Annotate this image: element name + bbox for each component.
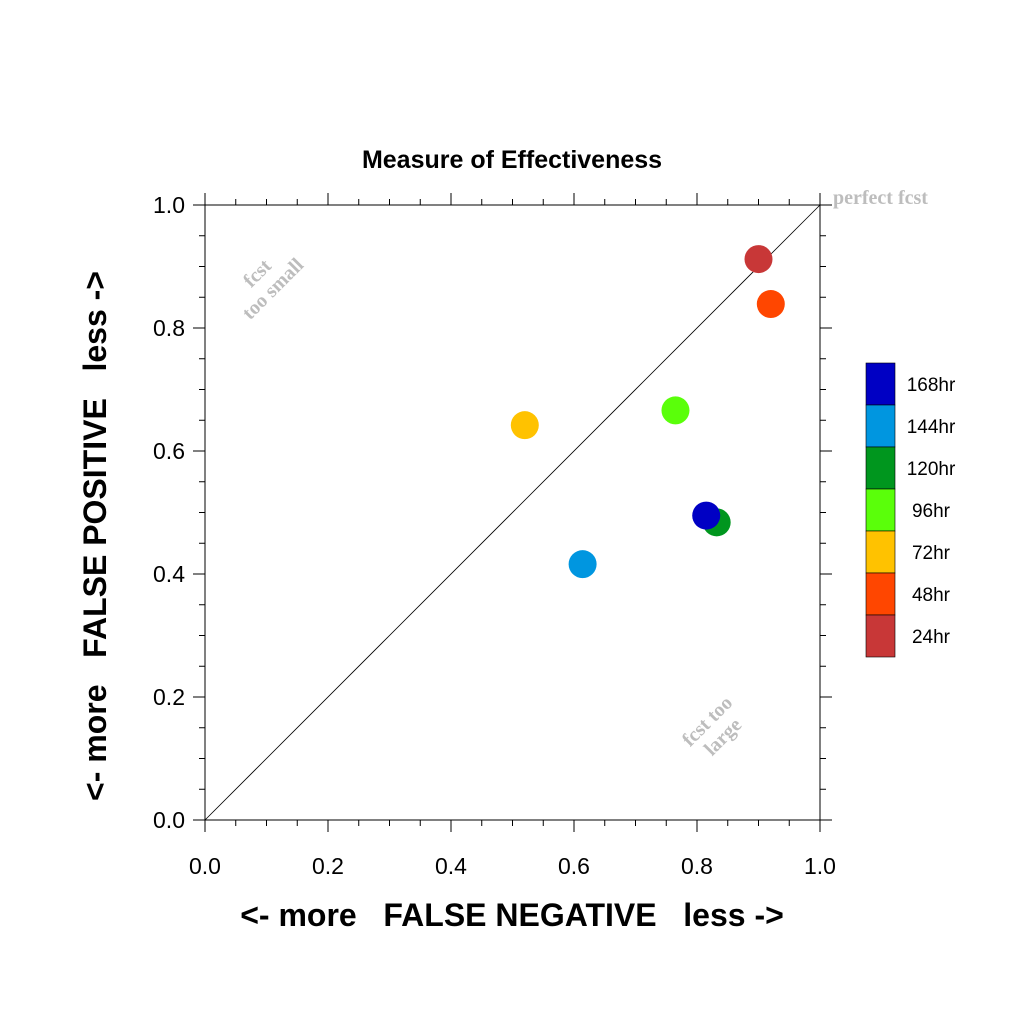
legend-label-48hr: 48hr (912, 585, 951, 606)
y-tick-label: 1.0 (153, 192, 185, 218)
axis-ticks (193, 193, 832, 832)
y-tick-label: 0.2 (153, 684, 185, 710)
x-axis-label: <- more FALSE NEGATIVE less -> (240, 897, 784, 933)
annotation-too-small: fcst too small (238, 254, 308, 324)
legend-swatch-96hr (865, 488, 896, 532)
legend-swatch-48hr (865, 572, 896, 616)
legend-label-24hr: 24hr (912, 627, 951, 648)
point-24hr (744, 245, 773, 274)
x-tick-label: 0.0 (189, 853, 221, 879)
annotation-perfect-fcst: perfect fcst (833, 187, 928, 209)
legend-label-144hr: 144hr (907, 417, 956, 438)
point-48hr (756, 290, 785, 319)
legend-label-96hr: 96hr (912, 501, 951, 522)
point-168hr (692, 501, 721, 530)
legend-label-72hr: 72hr (912, 543, 951, 564)
x-tick-label: 0.4 (435, 853, 467, 879)
legend-swatch-120hr (865, 446, 896, 490)
x-tick-label: 0.6 (558, 853, 590, 879)
legend: 168hr 144hr 120hr 96hr 72hr 48hr 24hr (865, 362, 956, 658)
data-points (510, 245, 785, 579)
x-tick-label: 0.2 (312, 853, 344, 879)
y-tick-label: 0.6 (153, 438, 185, 464)
axis-tick-labels: 0.0 0.2 0.4 0.6 0.8 1.0 0.0 0.2 0.4 0.6 0.8 1.0 (153, 192, 836, 879)
point-144hr (568, 550, 597, 579)
y-axis-label: <- more FALSE POSITIVE less -> (77, 271, 113, 801)
y-tick-label: 0.0 (153, 807, 185, 833)
chart-title: Measure of Effectiveness (362, 146, 662, 174)
legend-swatch-24hr (865, 614, 896, 658)
annotation-too-small-line2: too small (238, 254, 308, 324)
y-tick-label: 0.4 (153, 561, 185, 587)
annotation-too-large: fcst too large (678, 692, 746, 760)
legend-swatch-144hr (865, 404, 896, 448)
x-tick-label: 1.0 (804, 853, 836, 879)
x-tick-label: 0.8 (681, 853, 713, 879)
legend-label-120hr: 120hr (907, 459, 956, 480)
legend-swatch-72hr (865, 530, 896, 574)
point-96hr (661, 396, 690, 425)
point-72hr (510, 411, 539, 440)
legend-label-168hr: 168hr (907, 375, 956, 396)
perfect-forecast-line (204, 204, 821, 821)
legend-swatch-168hr (865, 362, 896, 406)
y-tick-label: 0.8 (153, 315, 185, 341)
